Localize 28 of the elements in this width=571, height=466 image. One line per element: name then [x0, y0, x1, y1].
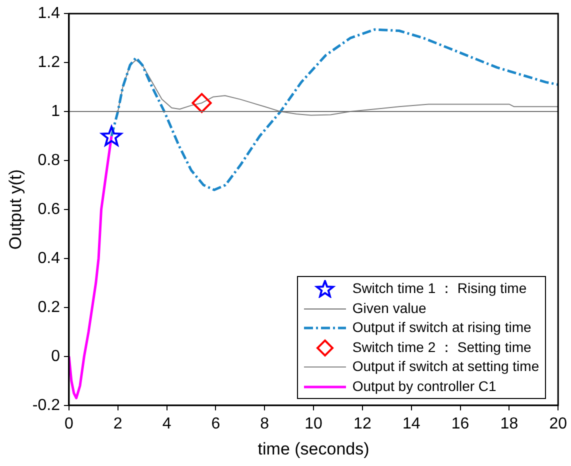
y-tick-label: 0.2	[38, 298, 60, 316]
y-tick-label: 1	[51, 102, 60, 120]
x-tick-label: 10	[304, 415, 323, 432]
x-tick-label: 8	[260, 415, 270, 432]
x-tick-label: 20	[549, 415, 568, 432]
x-axis-title: time (seconds)	[258, 439, 370, 458]
x-tick-label: 0	[64, 415, 74, 432]
x-tick-label: 4	[162, 415, 172, 432]
x-tick-label: 16	[451, 415, 470, 432]
x-tick-label: 18	[500, 415, 518, 432]
y-tick-label: 0.4	[38, 250, 60, 267]
legend-label: Output if switch at setting time	[352, 357, 540, 376]
y-axis-title: Output y(t)	[6, 169, 25, 250]
legend-label: Output if switch at rising time	[352, 318, 532, 338]
y-tick-label: 0	[51, 348, 60, 365]
legend-label: Given value	[352, 298, 426, 318]
y-tick-label: 1.2	[38, 54, 60, 71]
y-tick-label: 1.4	[38, 5, 60, 22]
legend-label: Switch time 2 ： Setting time	[352, 338, 532, 357]
legend-label: Switch time 1 ： Rising time	[352, 279, 527, 298]
y-tick-label: -0.2	[32, 396, 60, 414]
y-tick-label: 0.6	[38, 200, 60, 218]
y-tick-label: 0.8	[38, 152, 60, 169]
x-tick-label: 12	[354, 415, 372, 432]
x-tick-label: 14	[402, 415, 420, 432]
legend-label: Output by controller C1	[352, 376, 496, 396]
x-tick-label: 6	[211, 415, 220, 432]
x-tick-label: 2	[113, 415, 122, 432]
